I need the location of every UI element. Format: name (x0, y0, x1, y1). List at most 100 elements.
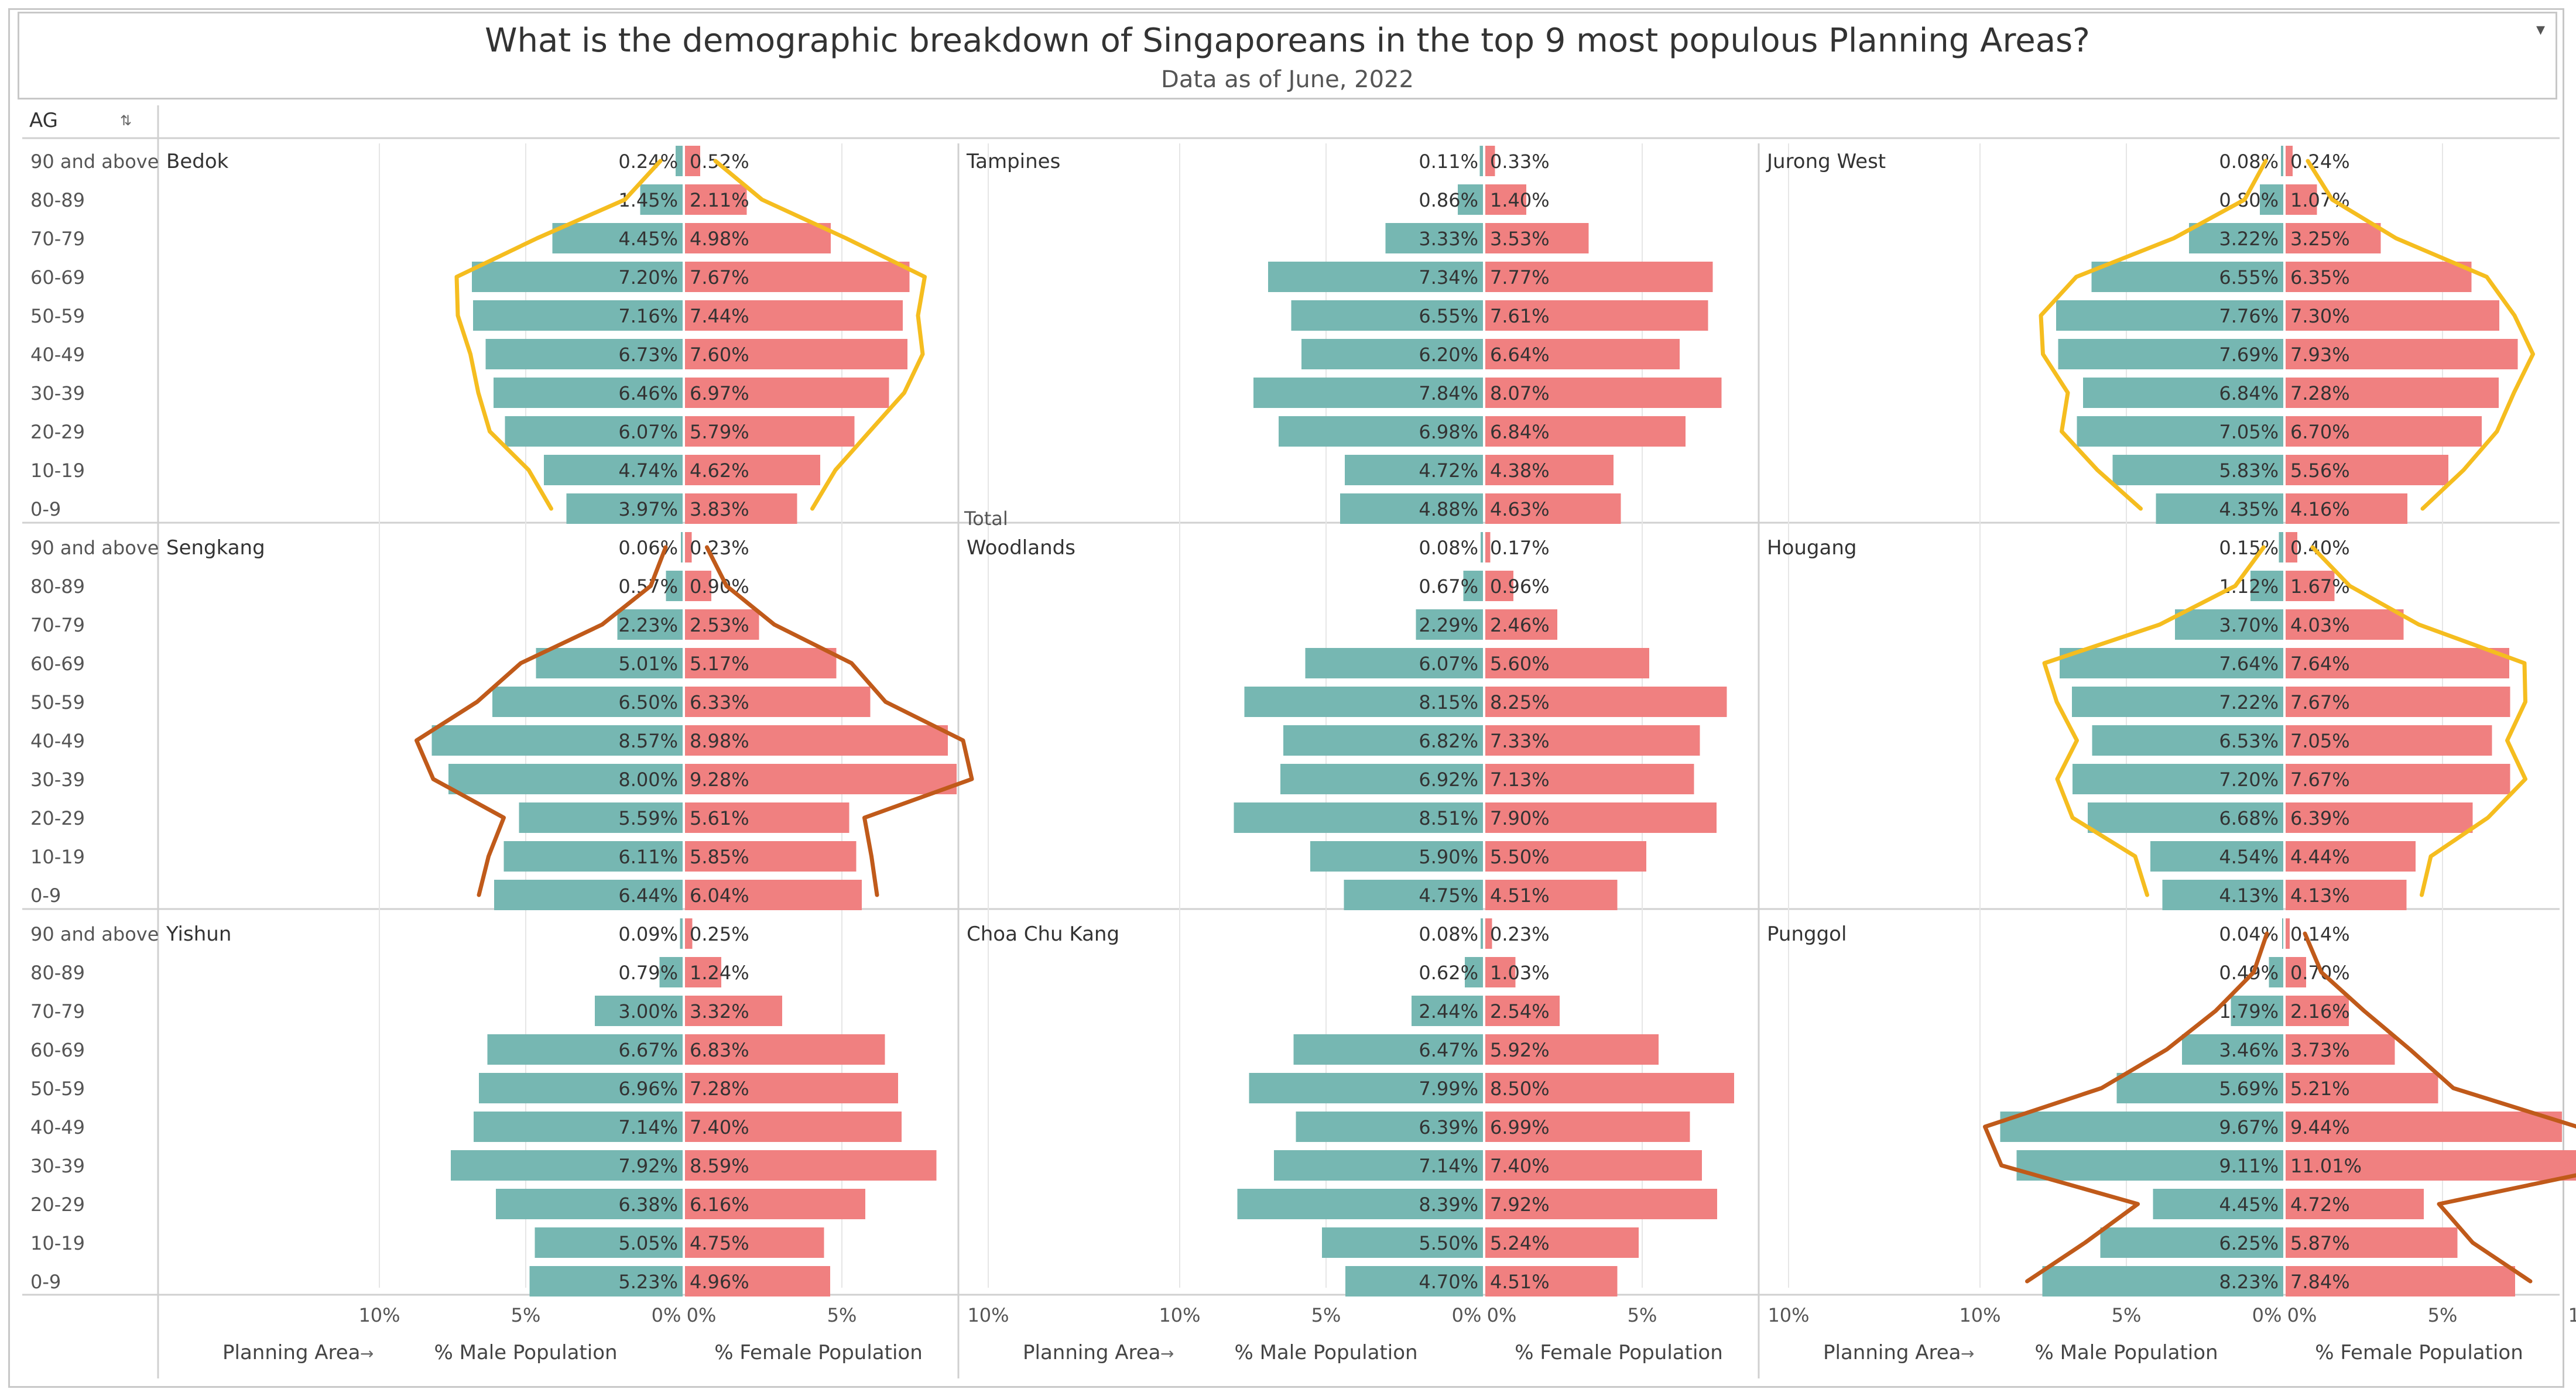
female-bar[interactable] (2286, 416, 2482, 447)
female-bar[interactable] (2286, 918, 2290, 949)
female-bar[interactable] (1485, 996, 1560, 1026)
female-bar[interactable] (2286, 571, 2335, 601)
female-bar[interactable] (2286, 532, 2297, 562)
female-bar[interactable] (1485, 648, 1649, 678)
male-bar[interactable] (680, 918, 683, 949)
male-bar[interactable] (640, 184, 683, 215)
male-bar[interactable] (529, 1266, 683, 1296)
male-bar[interactable] (2088, 802, 2283, 833)
female-bar[interactable] (685, 1073, 898, 1103)
male-bar[interactable] (472, 262, 683, 292)
female-bar[interactable] (2286, 339, 2518, 369)
female-bar[interactable] (1485, 1189, 1717, 1219)
male-bar[interactable] (681, 532, 683, 562)
male-bar[interactable] (1274, 1150, 1483, 1181)
male-bar[interactable] (494, 378, 683, 408)
male-bar[interactable] (1385, 223, 1484, 253)
male-bar[interactable] (2000, 1112, 2284, 1142)
panel-sengkang[interactable]: Sengkang 0.06% 0.23%0.57% 0.90%2.23% 2.53%5.… (166, 532, 974, 910)
female-bar[interactable] (1485, 339, 1680, 369)
female-bar[interactable] (2286, 764, 2510, 794)
female-bar[interactable] (2286, 802, 2473, 833)
panel-hougang[interactable]: Hougang 0.15% 0.40%1.12% 1.67%3.70% 4.03%7.6… (1767, 532, 2527, 910)
female-bar[interactable] (685, 416, 855, 447)
female-bar[interactable] (1485, 1227, 1639, 1258)
male-bar[interactable] (1296, 1112, 1484, 1142)
female-bar[interactable] (1485, 493, 1621, 524)
male-bar[interactable] (2281, 146, 2283, 176)
panel-choa-chu-kang[interactable]: Choa Chu Kang 0.08% 0.23% 0.62% 1.03% 2.44% 2.… (967, 918, 1734, 1296)
male-bar[interactable] (2112, 455, 2284, 485)
male-bar[interactable] (1458, 184, 1483, 215)
panel-bedok[interactable]: Bedok 0.24% 0.52% 1.45% 2.11% 4.45% 4.98% 7.20%… (166, 146, 927, 524)
female-bar[interactable] (2286, 1189, 2424, 1219)
female-bar[interactable] (1485, 571, 1513, 601)
male-bar[interactable] (479, 1073, 683, 1103)
female-bar[interactable] (2286, 455, 2448, 485)
female-bar[interactable] (685, 378, 889, 408)
male-bar[interactable] (1268, 262, 1483, 292)
male-bar[interactable] (676, 146, 683, 176)
male-bar[interactable] (1416, 609, 1484, 640)
male-bar[interactable] (1481, 918, 1483, 949)
male-bar[interactable] (2116, 1073, 2284, 1103)
panel-tampines[interactable]: Tampines Total 0.11% 0.33% 0.86% 1.40% 3.33% 3.… (964, 146, 1722, 530)
female-bar[interactable] (2286, 146, 2293, 176)
female-bar[interactable] (685, 339, 907, 369)
female-bar[interactable] (2286, 223, 2381, 253)
male-bar[interactable] (1237, 1189, 1484, 1219)
female-bar[interactable] (1485, 802, 1717, 833)
female-bar[interactable] (685, 609, 759, 640)
female-bar[interactable] (2286, 957, 2306, 987)
female-bar[interactable] (685, 687, 871, 717)
male-bar[interactable] (2189, 223, 2283, 253)
female-bar[interactable] (685, 957, 721, 987)
male-bar[interactable] (1481, 532, 1483, 562)
male-bar[interactable] (1234, 802, 1484, 833)
female-bar[interactable] (1485, 146, 1495, 176)
female-bar[interactable] (685, 146, 700, 176)
female-bar[interactable] (685, 1034, 885, 1065)
male-bar[interactable] (552, 223, 683, 253)
female-bar[interactable] (685, 1189, 865, 1219)
female-bar[interactable] (2286, 300, 2499, 331)
female-bar[interactable] (2286, 378, 2499, 408)
male-bar[interactable] (2269, 957, 2284, 987)
female-bar[interactable] (685, 918, 693, 949)
female-bar[interactable] (2286, 1073, 2438, 1103)
male-bar[interactable] (1412, 996, 1483, 1026)
female-bar[interactable] (2286, 184, 2317, 215)
female-bar[interactable] (685, 1112, 902, 1142)
male-bar[interactable] (1293, 1034, 1484, 1065)
male-bar[interactable] (544, 455, 683, 485)
female-bar[interactable] (1485, 764, 1694, 794)
female-bar[interactable] (685, 996, 782, 1026)
male-bar[interactable] (2077, 416, 2284, 447)
female-bar[interactable] (685, 223, 831, 253)
male-bar[interactable] (1280, 764, 1483, 794)
female-bar[interactable] (685, 764, 957, 794)
panel-jurong-west[interactable]: Jurong West 0.08% 0.24%0.80% 1.07%3.22% 3.25… (1766, 146, 2535, 524)
female-bar[interactable] (2286, 262, 2472, 292)
male-bar[interactable] (492, 687, 683, 717)
male-bar[interactable] (1301, 339, 1483, 369)
male-bar[interactable] (2260, 184, 2283, 215)
female-bar[interactable] (2286, 725, 2492, 756)
panel-woodlands[interactable]: Woodlands 0.08% 0.17% 0.67% 0.96% 2.29% 2.46% 6… (967, 532, 1727, 910)
female-bar[interactable] (685, 571, 711, 601)
male-bar[interactable] (617, 609, 683, 640)
female-bar[interactable] (1485, 1112, 1690, 1142)
male-bar[interactable] (496, 1189, 683, 1219)
male-bar[interactable] (2100, 1227, 2284, 1258)
female-bar[interactable] (2286, 687, 2510, 717)
female-bar[interactable] (685, 802, 849, 833)
female-bar[interactable] (2286, 1150, 2576, 1181)
panel-yishun[interactable]: Yishun 0.09% 0.25% 0.79% 1.24% 3.00% 3.32% 6.67… (166, 918, 937, 1296)
male-bar[interactable] (451, 1150, 683, 1181)
female-bar[interactable] (2286, 880, 2407, 910)
male-bar[interactable] (2016, 1150, 2284, 1181)
male-bar[interactable] (2091, 262, 2284, 292)
female-bar[interactable] (2286, 493, 2407, 524)
male-bar[interactable] (505, 416, 683, 447)
female-bar[interactable] (685, 648, 837, 678)
